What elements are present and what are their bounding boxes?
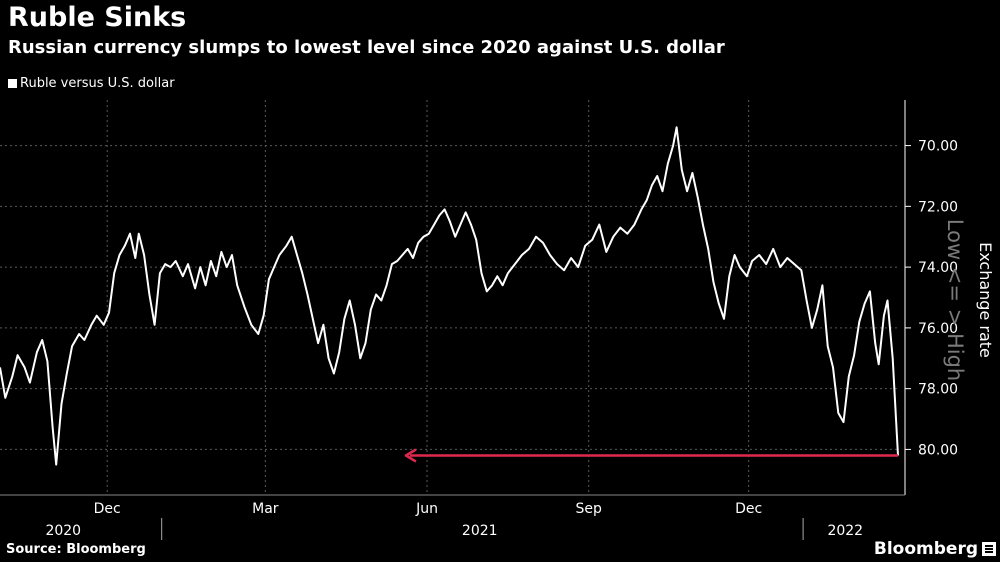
series xyxy=(0,126,899,466)
source-note: Source: Bloomberg xyxy=(6,542,146,557)
legend-label: Ruble versus U.S. dollar xyxy=(20,76,175,91)
x-tick-label: Dec xyxy=(94,501,121,517)
gridlines xyxy=(0,100,898,495)
y-axis-label: Exchange rate xyxy=(976,242,995,358)
y-tick-label: 70.00 xyxy=(918,139,958,155)
y-tick-label: 76.00 xyxy=(918,321,958,337)
brand-name: Bloomberg xyxy=(873,539,978,559)
y-tick-label: 74.00 xyxy=(918,260,958,276)
legend: Ruble versus U.S. dollar xyxy=(8,76,175,91)
x-tick-label: Mar xyxy=(252,501,279,517)
x-year-label: 2021 xyxy=(462,523,498,539)
x-year-label: 2022 xyxy=(827,523,863,539)
ruble-line xyxy=(0,126,899,466)
axes: 70.00 72.00 74.00 76.00 78.00 80.00 Dec Mar Jun S… xyxy=(0,100,995,540)
y-tick-label: 72.00 xyxy=(918,199,958,215)
x-tick-label: Jun xyxy=(415,501,438,517)
annotations xyxy=(404,448,898,463)
x-tick-label: Sep xyxy=(576,501,603,517)
x-tick-label: Dec xyxy=(735,501,762,517)
brand-mark-icon xyxy=(982,542,996,556)
brand-logo: Bloomberg xyxy=(874,539,996,559)
legend-swatch xyxy=(8,79,17,88)
x-year-label: 2020 xyxy=(45,523,81,539)
annotation-arrow-head xyxy=(404,448,417,463)
chart-subtitle: Russian currency slumps to lowest level … xyxy=(8,37,725,58)
y-direction-annotation: Low <= > High xyxy=(943,219,967,381)
y-tick-label: 80.00 xyxy=(918,442,958,458)
chart-title: Ruble Sinks xyxy=(8,2,187,33)
y-tick-label: 78.00 xyxy=(918,382,958,398)
